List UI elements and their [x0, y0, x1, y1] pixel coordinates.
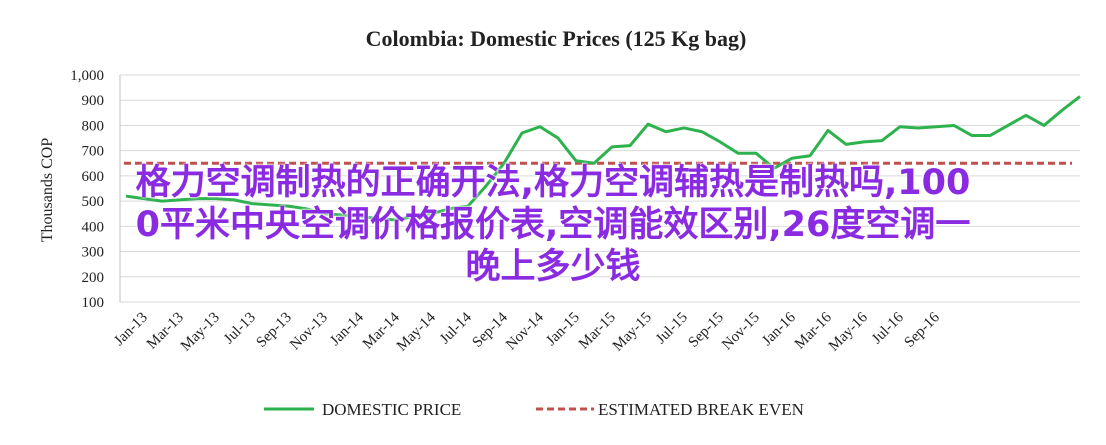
x-tick-label: Jul-16: [869, 309, 907, 347]
x-tick-label: May-14: [394, 309, 439, 354]
y-tick-label: 400: [82, 219, 105, 235]
x-tick-label: Jul-14: [437, 309, 475, 347]
y-tick-label: 800: [82, 118, 105, 134]
y-tick-label: 700: [82, 144, 105, 160]
y-tick-label: 1,000: [70, 68, 104, 84]
series-domestic-price-line: [125, 95, 1081, 222]
y-tick-label: 100: [82, 295, 105, 311]
x-tick-label: Jul-15: [653, 310, 691, 348]
y-tick-labels: 1,000 900 800 700 600 500 400 300 200 100: [70, 68, 104, 311]
x-tick-label: Nov-14: [503, 309, 547, 353]
x-tick-label: Nov-15: [719, 310, 763, 354]
x-tick-label: May-13: [178, 310, 223, 355]
y-tick-label: 600: [82, 169, 105, 185]
legend-label-domestic-price: DOMESTIC PRICE: [322, 400, 461, 419]
legend-label-break-even: ESTIMATED BREAK EVEN: [598, 400, 804, 419]
y-tick-label: 500: [82, 194, 105, 210]
legend: DOMESTIC PRICE ESTIMATED BREAK EVEN: [264, 400, 804, 419]
x-tick-labels: Jan-13Mar-13May-13Jul-13Sep-13Nov-13Jan-…: [111, 309, 943, 354]
y-axis-title: Thousands COP: [39, 138, 56, 243]
y-tick-label: 200: [82, 270, 105, 286]
x-tick-label: Nov-13: [287, 310, 331, 354]
x-tick-label: Jul-13: [221, 310, 259, 348]
y-tick-label: 900: [82, 93, 105, 109]
series-layer: [124, 95, 1081, 222]
y-tick-label: 300: [82, 245, 105, 261]
grid-lines: [119, 74, 1080, 303]
x-tick-label: May-16: [826, 309, 871, 354]
x-tick-label: Sep-16: [901, 309, 943, 351]
x-tick-label: May-15: [610, 310, 655, 355]
chart-title: Colombia: Domestic Prices (125 Kg bag): [366, 26, 747, 51]
